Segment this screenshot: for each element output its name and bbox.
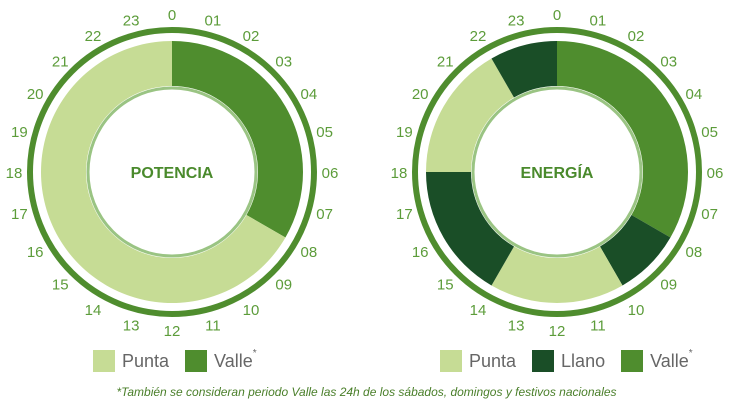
energia-hour-label-6: 06 bbox=[707, 165, 724, 182]
energia-hour-label-2: 02 bbox=[628, 28, 645, 45]
potencia-legend: Punta Valle* bbox=[93, 348, 273, 374]
potencia-title: POTENCIA bbox=[131, 165, 214, 182]
potencia-outer-ring bbox=[27, 27, 317, 317]
potencia-hour-label-12: 12 bbox=[164, 323, 181, 340]
potencia-hour-label-2: 02 bbox=[243, 28, 260, 45]
energia-donut: 0 01 02 03 04 05 06 07 08 09 10 11 12 13 14 15 16 17 18 19 2… bbox=[391, 7, 724, 340]
footnote: *También se consideran periodo Valle las… bbox=[116, 385, 617, 399]
potencia-legend-label-valle: Valle* bbox=[214, 347, 257, 371]
energia-legend-label-punta: Punta bbox=[469, 350, 517, 371]
energia-hour-label-9: 09 bbox=[660, 277, 677, 294]
potencia-hour-label-13: 13 bbox=[123, 318, 140, 335]
energia-hour-label-3: 03 bbox=[660, 53, 677, 70]
potencia-hour-label-0: 0 bbox=[168, 7, 176, 24]
energia-segment-punta bbox=[491, 246, 623, 304]
potencia-hour-label-3: 03 bbox=[275, 53, 292, 70]
energia-hour-label-23: 23 bbox=[508, 12, 525, 29]
energia-segment-llano bbox=[491, 41, 557, 98]
energia-segment-valle bbox=[557, 41, 689, 238]
potencia-hour-label-8: 08 bbox=[300, 244, 317, 261]
energia-legend-item-valle: Valle* bbox=[621, 347, 693, 372]
energia-legend: Punta Llano Valle* bbox=[440, 348, 709, 374]
potencia-hour-label-18: 18 bbox=[6, 165, 23, 182]
energia-hour-label-5: 05 bbox=[701, 124, 718, 141]
potencia-hour-label-4: 04 bbox=[300, 86, 317, 103]
energia-hour-label-13: 13 bbox=[508, 318, 525, 335]
energia-hour-label-8: 08 bbox=[685, 244, 702, 261]
energia-legend-label-llano: Llano bbox=[561, 350, 606, 371]
potencia-hour-label-19: 19 bbox=[11, 124, 28, 141]
potencia-hour-label-6: 06 bbox=[322, 165, 339, 182]
potencia-legend-label-punta: Punta bbox=[122, 350, 170, 371]
potencia-segment-valle bbox=[172, 41, 304, 238]
potencia-hour-label-11: 11 bbox=[205, 318, 221, 335]
potencia-hour-label-21: 21 bbox=[52, 53, 69, 70]
potencia-donut: 0 01 02 03 04 05 06 07 08 09 10 11 12 13 14 15 16 17 18 19 2… bbox=[6, 7, 339, 340]
energia-hour-label-0: 0 bbox=[553, 7, 561, 24]
energia-outer-ring bbox=[412, 27, 702, 317]
energia-title: ENERGÍA bbox=[521, 163, 594, 182]
energia-legend-item-llano: Llano bbox=[532, 350, 605, 372]
energia-hour-label-4: 04 bbox=[685, 86, 702, 103]
potencia-legend-swatch-valle bbox=[185, 350, 208, 372]
energia-hour-label-16: 16 bbox=[412, 244, 429, 261]
energia-legend-swatch-punta bbox=[440, 350, 462, 372]
potencia-segment-punta bbox=[41, 41, 286, 303]
energia-hour-label-17: 17 bbox=[396, 206, 413, 223]
potencia-legend-asterisk: * bbox=[252, 347, 257, 359]
potencia-hour-label-15: 15 bbox=[52, 277, 69, 294]
energia-legend-label-valle: Valle* bbox=[650, 347, 693, 371]
potencia-legend-item-valle: Valle* bbox=[185, 347, 257, 372]
energia-segment-llano bbox=[426, 172, 514, 286]
energia-hour-label-22: 22 bbox=[470, 28, 487, 45]
energia-hour-label-14: 14 bbox=[470, 302, 487, 319]
energia-hour-label-15: 15 bbox=[437, 277, 454, 294]
energia-hour-label-11: 11 bbox=[590, 318, 606, 335]
potencia-hour-label-1: 01 bbox=[205, 12, 222, 29]
energia-hour-label-18: 18 bbox=[391, 165, 408, 182]
energia-legend-swatch-valle bbox=[621, 350, 644, 372]
energia-hour-label-1: 01 bbox=[590, 12, 607, 29]
energia-legend-swatch-llano bbox=[532, 350, 555, 372]
energia-hour-label-10: 10 bbox=[628, 302, 645, 319]
potencia-hour-label-17: 17 bbox=[11, 206, 28, 223]
potencia-hour-label-22: 22 bbox=[85, 28, 102, 45]
energia-hour-label-7: 07 bbox=[701, 206, 718, 223]
energia-hour-label-21: 21 bbox=[437, 53, 454, 70]
energia-hour-label-12: 12 bbox=[549, 323, 566, 340]
energia-segment-punta bbox=[426, 58, 514, 172]
potencia-inner-ring bbox=[86, 86, 258, 258]
potencia-hour-label-9: 09 bbox=[275, 277, 292, 294]
potencia-hour-label-20: 20 bbox=[27, 86, 44, 103]
potencia-legend-item-punta: Punta bbox=[93, 350, 169, 372]
potencia-hour-label-14: 14 bbox=[85, 302, 102, 319]
potencia-hour-label-7: 07 bbox=[316, 206, 333, 223]
energia-legend-asterisk: * bbox=[688, 347, 693, 359]
potencia-hour-label-16: 16 bbox=[27, 244, 44, 261]
potencia-hour-label-5: 05 bbox=[316, 124, 333, 141]
energia-legend-item-punta: Punta bbox=[440, 350, 516, 372]
energia-hour-label-19: 19 bbox=[396, 124, 413, 141]
potencia-legend-swatch-punta bbox=[93, 350, 115, 372]
energia-segment-llano bbox=[600, 215, 671, 286]
potencia-hour-label-23: 23 bbox=[123, 12, 140, 29]
energia-hour-label-20: 20 bbox=[412, 86, 429, 103]
energia-inner-ring bbox=[471, 86, 643, 258]
potencia-hour-label-10: 10 bbox=[243, 302, 260, 319]
